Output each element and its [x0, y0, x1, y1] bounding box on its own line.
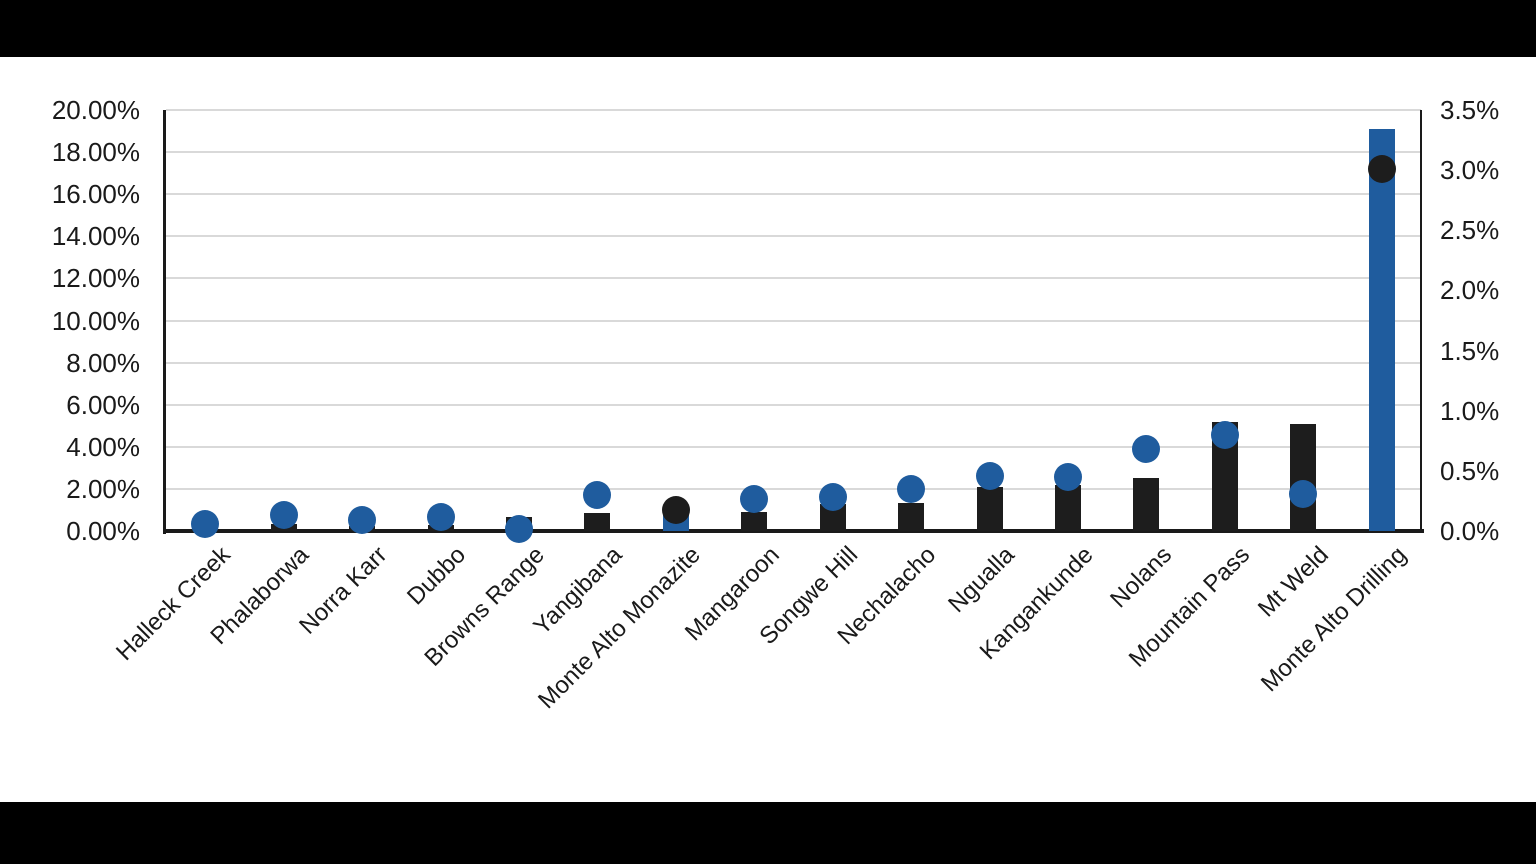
- bar-nolans: [1133, 478, 1160, 531]
- right-y-axis-line: [1420, 110, 1422, 531]
- dot-dubbo: [426, 502, 455, 531]
- right-axis-tick-label: 0.5%: [1440, 455, 1500, 486]
- x-axis-category-label: Ngualla: [943, 541, 1020, 618]
- gridline: [166, 235, 1421, 238]
- right-axis-tick-label: 2.0%: [1440, 275, 1500, 306]
- right-axis-tick-label: 1.5%: [1440, 335, 1500, 366]
- x-axis-category-label: Mt Weld: [1252, 541, 1334, 623]
- gridline: [166, 109, 1421, 111]
- gridline: [166, 319, 1421, 322]
- dot-monte-alto-monazite: [661, 495, 690, 524]
- dot-browns-range: [504, 514, 533, 543]
- left-axis-tick-label: 10.00%: [51, 305, 140, 336]
- bar-kangankunde: [1055, 484, 1082, 531]
- dot-mt-weld: [1289, 479, 1318, 508]
- bar-mt-weld: [1290, 423, 1317, 531]
- dot-yangibana: [583, 480, 612, 509]
- gridline: [166, 487, 1421, 490]
- x-axis-line: [163, 529, 1424, 533]
- left-axis-tick-label: 8.00%: [66, 347, 140, 378]
- right-axis-tick-label: 2.5%: [1440, 215, 1500, 246]
- left-axis-tick-label: 4.00%: [66, 431, 140, 462]
- left-y-axis-line: [163, 110, 166, 534]
- dot-phalaborwa: [269, 501, 298, 530]
- bar-mangaroon: [741, 512, 768, 531]
- left-axis-tick-label: 12.00%: [51, 263, 140, 294]
- dot-mountain-pass: [1210, 420, 1239, 449]
- right-axis-tick-label: 0.0%: [1440, 516, 1500, 546]
- bar-nechalacho: [898, 502, 925, 531]
- gridline: [166, 193, 1421, 196]
- gridline: [166, 277, 1421, 280]
- gridline: [166, 445, 1421, 448]
- dot-monte-alto-drilling: [1367, 154, 1396, 183]
- gridline: [166, 361, 1421, 364]
- x-axis-category-label: Dubbo: [401, 541, 471, 611]
- left-axis-tick-label: 18.00%: [51, 137, 140, 168]
- dot-norra-karr: [348, 506, 377, 535]
- left-axis-tick-label: 16.00%: [51, 179, 140, 210]
- dot-kangankunde: [1054, 462, 1083, 491]
- chart-canvas: 20.00% 18.00% 16.00% 14.00% 12.00% 10.00% 8.00…: [0, 57, 1536, 802]
- x-axis-category-label: Nolans: [1104, 541, 1177, 614]
- dot-nolans: [1132, 435, 1161, 464]
- bar-ngualla: [976, 486, 1003, 531]
- x-axis-category-label: Halleck Creek: [110, 541, 236, 667]
- left-axis-tick-label: 0.00%: [66, 516, 140, 546]
- right-axis-tick-label: 1.0%: [1440, 395, 1500, 426]
- dot-nechalacho: [897, 474, 926, 503]
- gridline: [166, 403, 1421, 406]
- dot-songwe-hill: [818, 483, 847, 512]
- dot-mangaroon: [740, 484, 769, 513]
- gridline: [166, 151, 1421, 154]
- left-axis-tick-label: 20.00%: [51, 95, 140, 125]
- bar-monte-alto-drilling: [1368, 129, 1395, 531]
- dot-halleck-creek: [191, 509, 220, 538]
- right-axis-tick-label: 3.0%: [1440, 155, 1500, 186]
- right-axis-tick-label: 3.5%: [1440, 95, 1500, 125]
- left-axis-tick-label: 14.00%: [51, 221, 140, 252]
- left-axis-tick-label: 6.00%: [66, 389, 140, 420]
- x-axis-category-label: Monte Alto Drilling: [1256, 541, 1413, 698]
- dot-ngualla: [975, 461, 1004, 490]
- left-axis-tick-label: 2.00%: [66, 473, 140, 504]
- bar-yangibana: [584, 513, 611, 531]
